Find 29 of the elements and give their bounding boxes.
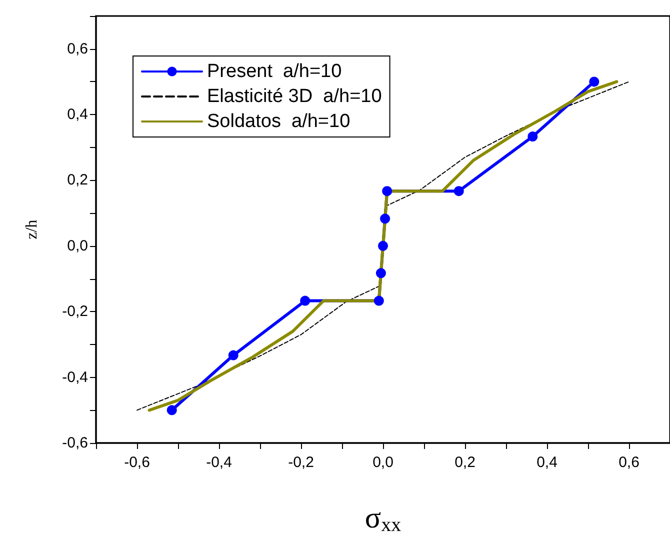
x-tick-label: 0,6 <box>618 454 640 471</box>
y-tick-label: -0,2 <box>62 303 88 320</box>
legend-label: Elasticité 3D a/h=10 <box>207 86 382 107</box>
x-tick-label: 0,2 <box>454 454 476 471</box>
point <box>374 296 384 306</box>
y-tick-label: 0,0 <box>67 237 88 254</box>
point <box>382 186 392 196</box>
y-tick-label: -0,4 <box>62 368 88 386</box>
point <box>378 240 388 251</box>
point <box>376 268 386 278</box>
point <box>228 350 238 360</box>
point <box>300 296 310 306</box>
y-tick-label: 0,2 <box>67 172 88 189</box>
x-tick-label: 0,0 <box>372 454 394 471</box>
point <box>380 214 390 224</box>
y-axis-title: z/h <box>24 220 40 240</box>
y-tick-label: -0,6 <box>62 434 88 452</box>
x-tick-label: 0,4 <box>536 454 558 471</box>
legend-label: Present a/h=10 <box>207 61 342 82</box>
y-tick-label: 0,4 <box>67 106 88 124</box>
point <box>454 186 464 196</box>
point <box>166 405 177 416</box>
x-tick-label: -0,6 <box>124 454 150 471</box>
point <box>589 76 600 87</box>
y-tick-label: 0,6 <box>67 40 88 58</box>
legend-label: Soldatos a/h=10 <box>207 111 350 132</box>
point <box>528 132 538 142</box>
x-tick-label: -0,4 <box>206 454 232 471</box>
x-tick-label: -0,2 <box>288 454 314 471</box>
